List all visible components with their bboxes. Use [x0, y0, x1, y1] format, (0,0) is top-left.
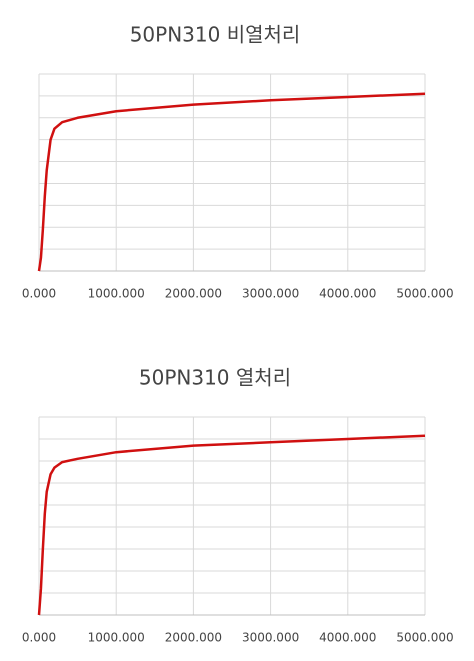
x-tick-label: 0.000	[22, 287, 56, 301]
x-tick-label: 4000.000	[319, 631, 376, 645]
x-tick-label: 2000.000	[165, 631, 222, 645]
x-tick-label: 0.000	[22, 631, 56, 645]
x-tick-label: 5000.000	[396, 287, 453, 301]
x-tick-label: 5000.000	[396, 631, 453, 645]
chart-title: 50PN310 열처리	[139, 366, 291, 390]
chart-title: 50PN310 비열처리	[130, 23, 301, 47]
x-tick-label: 3000.000	[242, 631, 299, 645]
line-series	[37, 434, 426, 616]
x-tick-label: 3000.000	[242, 287, 299, 301]
x-tick-label: 4000.000	[319, 287, 376, 301]
x-tick-label: 1000.000	[88, 287, 145, 301]
x-tick-label: 1000.000	[88, 631, 145, 645]
line-series	[37, 92, 426, 272]
x-tick-label: 2000.000	[165, 287, 222, 301]
